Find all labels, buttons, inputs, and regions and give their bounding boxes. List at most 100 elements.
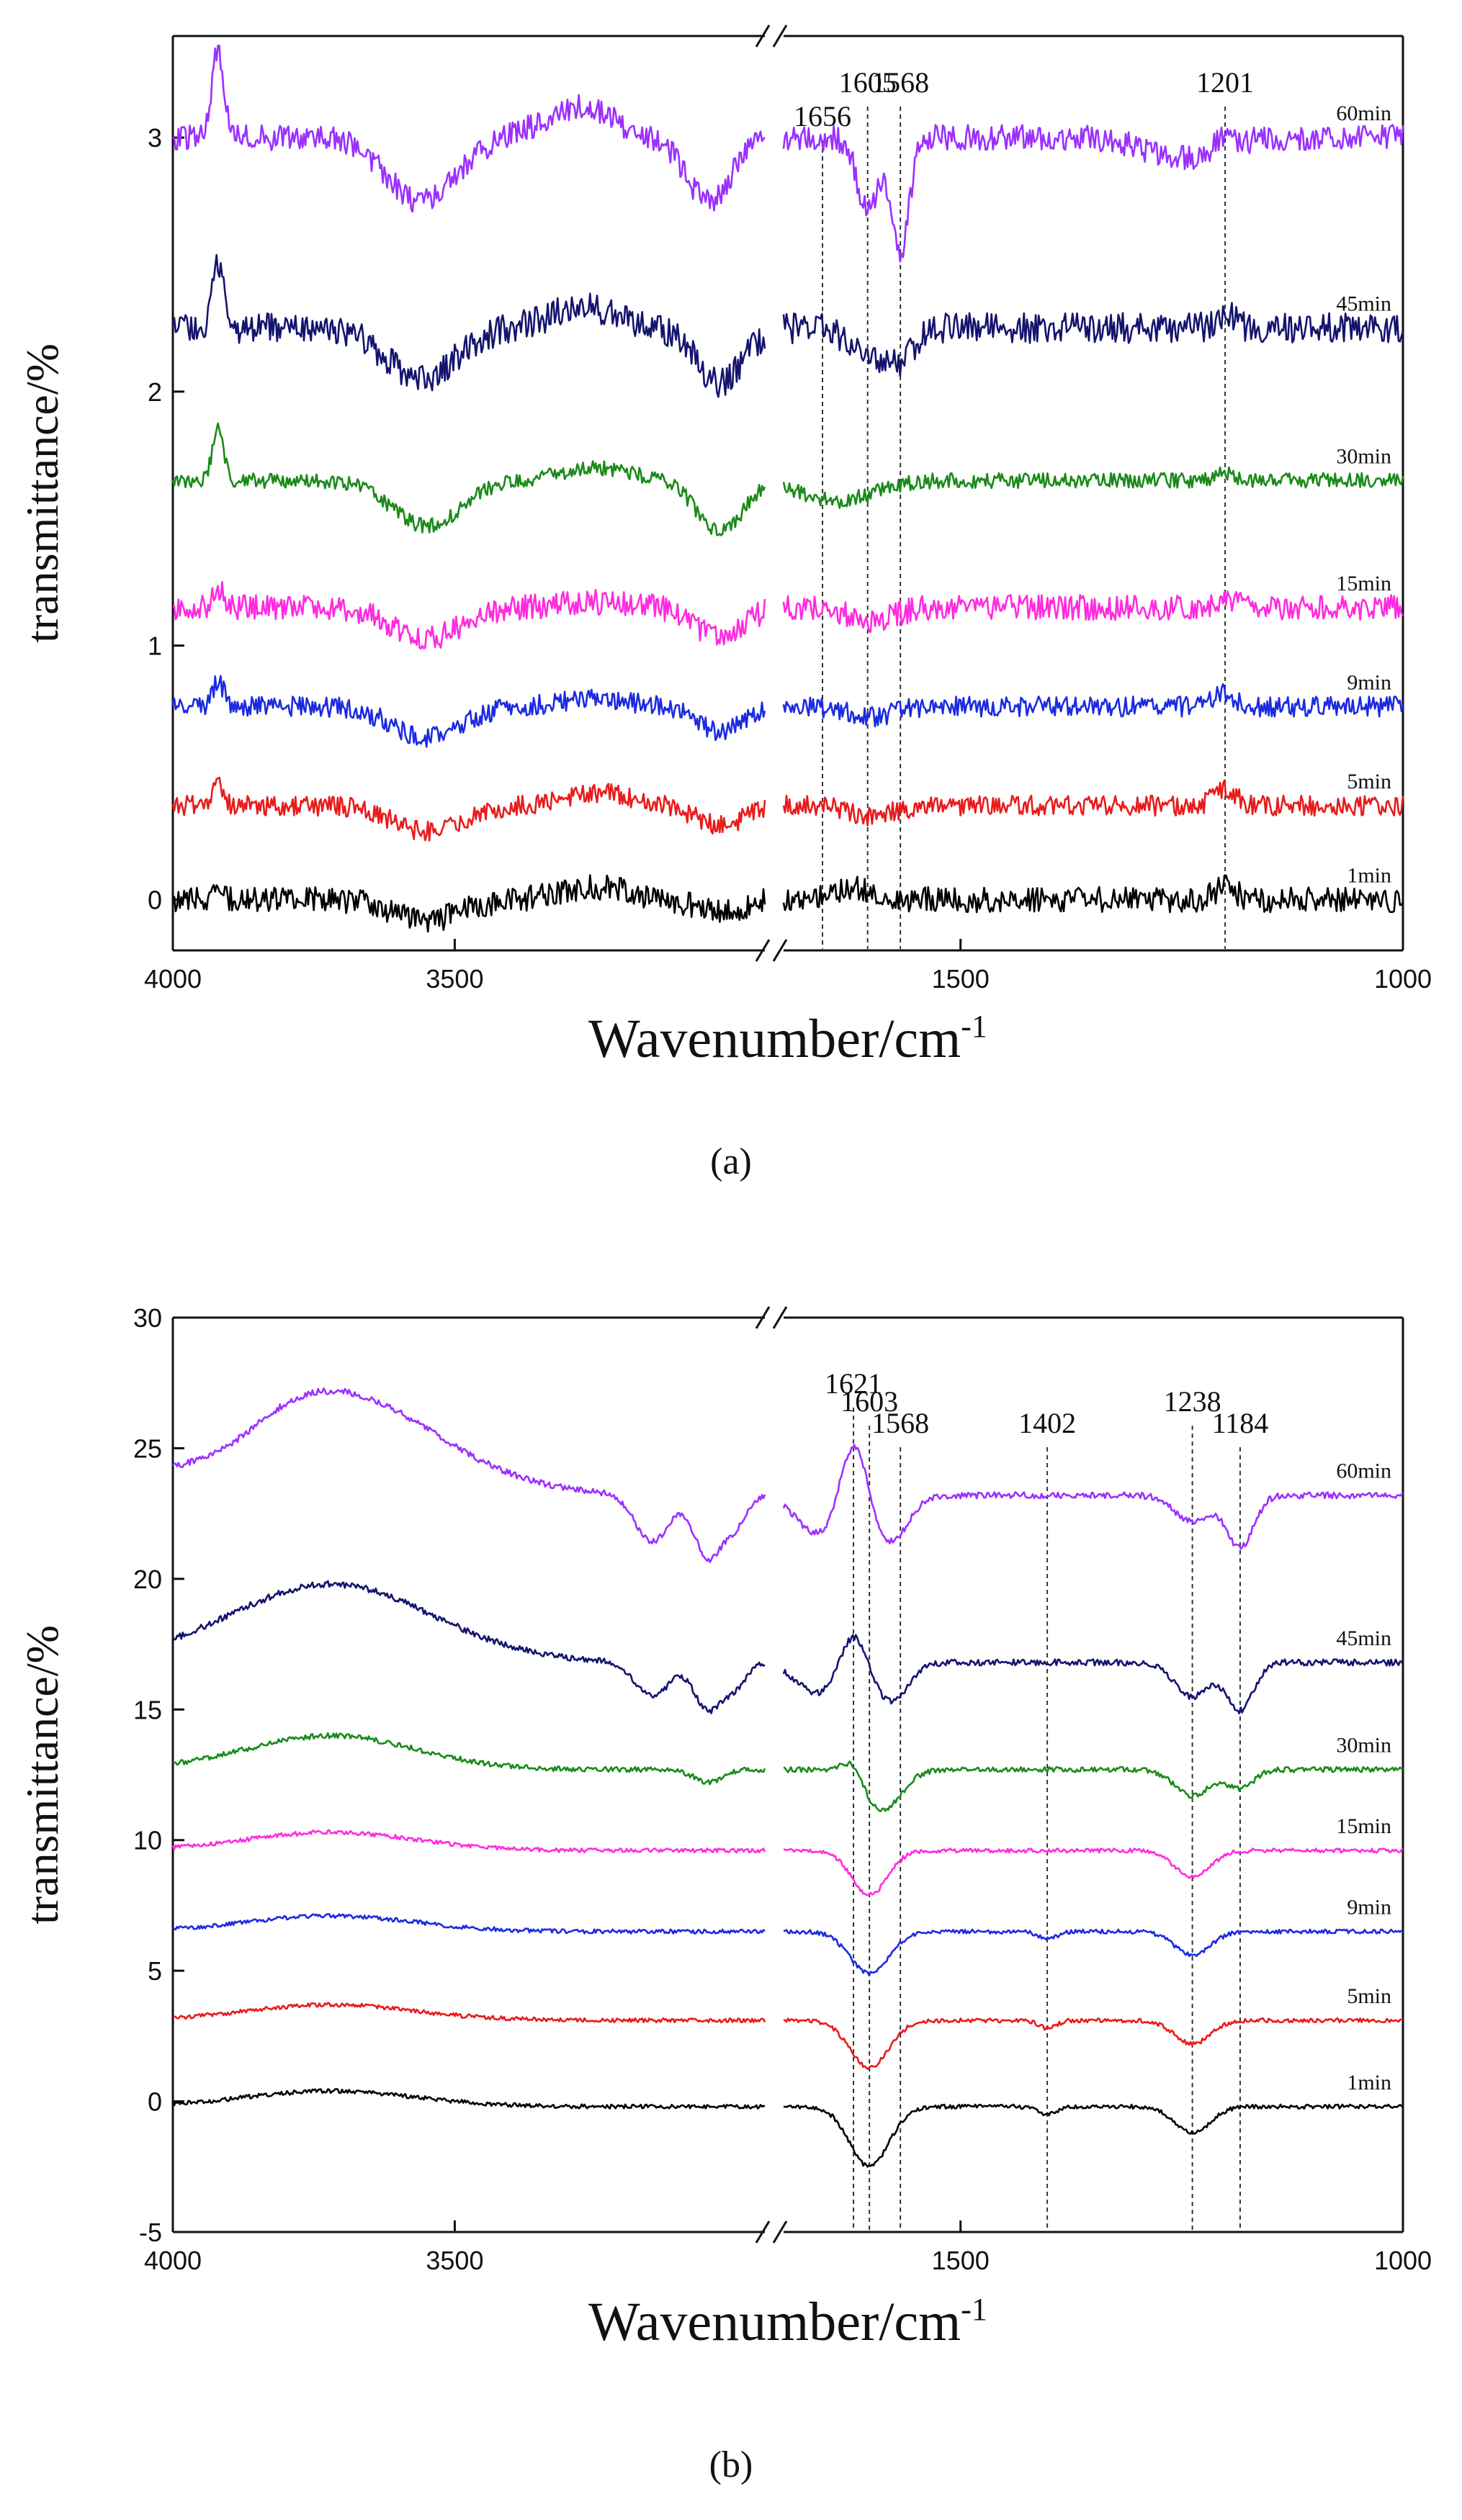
y-tick-label: 2: [148, 377, 162, 407]
series-line-9min-high: [171, 675, 766, 748]
series-line-9min-low: [783, 1928, 1404, 1976]
series-line-30min-high: [171, 422, 766, 536]
panel-a-peak-lines: [822, 107, 1226, 949]
series-line-5min-low: [783, 2017, 1404, 2070]
series-line-1min-high: [171, 2088, 766, 2110]
series-line-5min-high: [172, 2002, 766, 2024]
peak-label-1402: 1402: [1018, 1407, 1076, 1439]
panel-b-ylabel: transmittance/%: [17, 1625, 68, 1925]
series-label-45min: 45min: [1336, 1626, 1391, 1650]
peak-label-1184: 1184: [1212, 1407, 1269, 1439]
series-line-1min-low: [783, 2103, 1404, 2168]
x-tick-label: 1500: [932, 2246, 990, 2275]
series-line-15min-low: [782, 590, 1404, 634]
panel-b-ticks: -5 0 5 10 15 20 25 30 4000 3500 1500 1000: [133, 1303, 1432, 2275]
peak-label-1568: 1568: [871, 1407, 929, 1439]
y-tick-label: 20: [133, 1565, 162, 1594]
series-line-9min-high: [171, 1913, 766, 1935]
y-tick-label: 30: [133, 1303, 162, 1333]
peak-label-1621: 1621: [825, 1367, 882, 1400]
y-tick-label: 25: [133, 1434, 162, 1463]
y-tick-label: 3: [148, 123, 162, 153]
peak-label-1656: 1656: [794, 100, 851, 132]
x-tick-label: 1500: [932, 964, 990, 994]
y-tick-label: 10: [133, 1826, 162, 1855]
series-label-9min: 9min: [1347, 670, 1391, 694]
series-line-60min-high: [172, 1387, 766, 1563]
peak-label-1568: 1568: [871, 66, 929, 99]
series-label-60min: 60min: [1336, 1459, 1391, 1483]
series-line-9min-low: [782, 683, 1404, 728]
panel-b: -5 0 5 10 15 20 25 30 4000 3500 1500 1000 60min 45mi…: [17, 1303, 1432, 2485]
series-line-45min-high: [171, 1580, 766, 1714]
series-label-30min: 30min: [1336, 444, 1391, 468]
series-label-1min: 1min: [1347, 863, 1391, 887]
x-tick-label: 1000: [1374, 2246, 1432, 2275]
panel-b-xlabel: Wavenumber/cm-1: [588, 2292, 987, 2352]
panel-a-xlabel-sup: -1: [961, 1009, 987, 1044]
series-line-45min-low: [782, 1634, 1404, 1715]
series-line-30min-low: [783, 1760, 1404, 1812]
panel-a-axis-break-bottom: [755, 939, 788, 962]
panel-b-plot-area: [171, 1306, 1404, 2244]
series-label-5min: 5min: [1347, 1984, 1391, 2008]
y-tick-label: 5: [148, 1956, 162, 1986]
series-label-1min: 1min: [1347, 2071, 1391, 2094]
panel-b-label: (b): [709, 2444, 753, 2485]
series-line-15min-high: [172, 580, 766, 650]
series-label-15min: 15min: [1336, 1814, 1391, 1838]
series-line-45min-high: [171, 253, 766, 398]
panel-a-series: [171, 45, 1404, 933]
x-tick-label: 3500: [426, 964, 483, 994]
series-line-15min-low: [783, 1848, 1404, 1896]
panel-b-peak-lines: [853, 1408, 1241, 2231]
panel-b-series-labels: 60min 45min 30min 15min 9min 5min 1min: [1336, 1459, 1391, 2094]
panel-a-label: (a): [710, 1141, 752, 1182]
series-label-45min: 45min: [1336, 292, 1391, 316]
peak-label-1201: 1201: [1196, 66, 1254, 99]
panel-a-axis-break-top: [755, 24, 788, 48]
panel-b-axis-break-bottom: [755, 2220, 788, 2244]
series-label-30min: 30min: [1336, 1734, 1391, 1758]
x-tick-label: 4000: [144, 964, 202, 994]
x-tick-label: 4000: [144, 2246, 202, 2275]
panel-b-xlabel-main: Wavenumber/cm: [588, 2292, 961, 2352]
series-label-15min: 15min: [1336, 572, 1391, 595]
series-label-9min: 9min: [1347, 1896, 1391, 1920]
series-line-30min-low: [782, 466, 1404, 509]
panel-a-series-labels: 60min 45min 30min 15min 9min 5min 1min: [1336, 102, 1391, 887]
panel-b-series: [171, 1387, 1404, 2168]
panel-a: 0 1 2 3 4000 3500 1500 1000 60min 45min 30min 15mi…: [17, 24, 1432, 1182]
panel-a-xlabel-main: Wavenumber/cm: [588, 1009, 961, 1069]
x-tick-label: 3500: [426, 2246, 483, 2275]
x-tick-label: 1000: [1374, 964, 1432, 994]
series-line-1min-low: [782, 874, 1404, 914]
y-tick-label: 1: [148, 631, 162, 661]
series-label-5min: 5min: [1347, 770, 1391, 793]
panel-a-ticks: 0 1 2 3 4000 3500 1500 1000: [144, 123, 1432, 994]
series-line-60min-low: [782, 1444, 1404, 1550]
peak-label-1605: 1605: [839, 66, 897, 99]
panel-b-xlabel-sup: -1: [961, 2292, 987, 2327]
y-tick-label: -5: [139, 2218, 162, 2247]
series-line-15min-high: [171, 1829, 766, 1854]
series-line-45min-low: [782, 302, 1404, 377]
y-tick-label: 0: [148, 2087, 162, 2117]
series-line-5min-high: [171, 776, 766, 842]
y-tick-label: 15: [133, 1695, 162, 1724]
series-line-60min-low: [782, 124, 1404, 263]
series-line-30min-high: [172, 1732, 766, 1786]
peak-label-1603: 1603: [840, 1385, 898, 1418]
series-line-5min-low: [782, 779, 1404, 827]
peak-label-1238: 1238: [1164, 1385, 1221, 1418]
panel-a-xlabel: Wavenumber/cm-1: [588, 1009, 987, 1069]
panel-a-ylabel: transmittance/%: [17, 343, 68, 643]
panel-b-axis-break-top: [755, 1306, 788, 1329]
y-tick-label: 0: [148, 885, 162, 914]
series-label-60min: 60min: [1336, 102, 1391, 125]
series-line-1min-high: [172, 874, 766, 933]
